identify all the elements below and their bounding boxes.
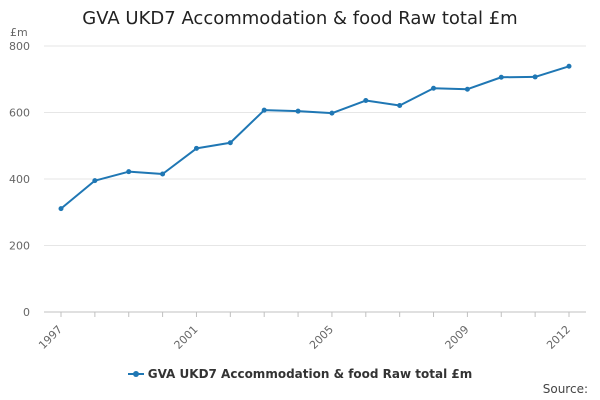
- legend-line-icon: [127, 371, 144, 377]
- data-point[interactable]: [464, 86, 470, 92]
- data-point[interactable]: [261, 107, 267, 113]
- data-point[interactable]: [397, 103, 403, 109]
- data-point[interactable]: [532, 74, 538, 80]
- data-point[interactable]: [193, 145, 199, 151]
- series-line: [60, 65, 570, 210]
- x-axis: 1997 2001 2005 2009 2012: [36, 312, 573, 352]
- y-tick-label: 800: [9, 40, 30, 53]
- series-layer: [58, 63, 572, 212]
- data-point[interactable]: [92, 178, 98, 184]
- y-axis: 0 200 400 600 800£m: [9, 26, 30, 319]
- data-point[interactable]: [295, 108, 301, 114]
- data-point[interactable]: [363, 98, 369, 104]
- x-tick-label: 2005: [307, 323, 336, 352]
- y-tick-label: 0: [23, 306, 30, 319]
- y-axis-unit: £m: [10, 26, 28, 39]
- data-point[interactable]: [498, 74, 504, 80]
- x-tick-label: 1997: [36, 323, 65, 352]
- legend-label: GVA UKD7 Accommodation & food Raw total …: [147, 367, 473, 381]
- y-tick-label: 200: [9, 240, 30, 253]
- data-point[interactable]: [126, 169, 132, 175]
- x-tick-label: 2012: [544, 323, 573, 352]
- data-point[interactable]: [227, 140, 233, 146]
- chart-title: GVA UKD7 Accommodation & food Raw total …: [82, 8, 518, 29]
- legend-item[interactable]: GVA UKD7 Accommodation & food Raw total …: [127, 367, 473, 381]
- x-tick-label: 2009: [443, 323, 472, 352]
- data-point[interactable]: [160, 171, 166, 177]
- x-tick-label: 2001: [172, 323, 201, 352]
- data-point[interactable]: [431, 85, 437, 91]
- y-tick-label: 400: [9, 173, 30, 186]
- data-point[interactable]: [329, 110, 335, 116]
- data-point[interactable]: [58, 206, 64, 212]
- legend: GVA UKD7 Accommodation & food Raw total …: [0, 364, 600, 381]
- y-tick-label: 600: [9, 107, 30, 120]
- gridlines: [44, 45, 586, 313]
- source-label: Source:: [542, 382, 588, 396]
- data-point[interactable]: [566, 63, 572, 69]
